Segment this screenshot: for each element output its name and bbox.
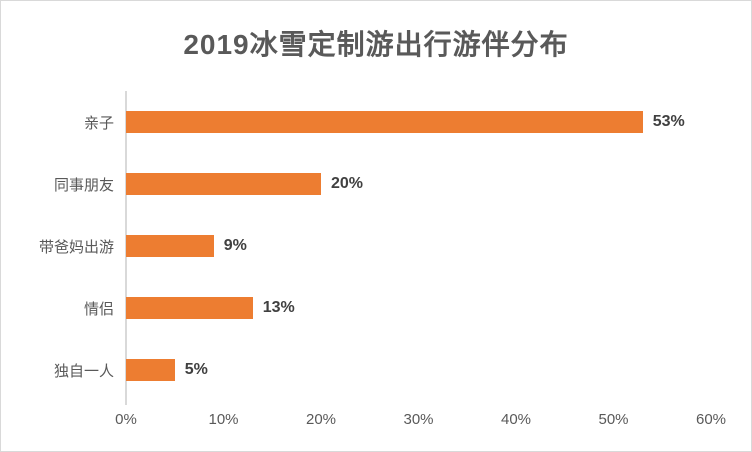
category-label: 带爸妈出游 xyxy=(38,238,114,256)
bar-track: 9% xyxy=(126,235,711,257)
category-label: 亲子 xyxy=(83,114,114,132)
x-axis-tick-label: 0% xyxy=(115,411,137,428)
value-label: 20% xyxy=(331,175,364,192)
value-label: 9% xyxy=(223,237,247,254)
bar xyxy=(126,111,643,133)
category-label: 同事朋友 xyxy=(53,176,114,194)
bar-row: 带爸妈出游 9% xyxy=(1,215,711,277)
bar-track: 13% xyxy=(126,297,711,319)
x-axis-tick-label: 20% xyxy=(305,411,337,428)
bar-track: 20% xyxy=(126,173,711,195)
value-label: 53% xyxy=(652,113,685,130)
x-axis-tick-label: 50% xyxy=(598,411,629,428)
bar-row: 同事朋友 20% xyxy=(1,153,711,215)
bar xyxy=(126,359,175,381)
category-label: 情侣 xyxy=(83,300,114,318)
x-axis-tick-label: 10% xyxy=(208,411,239,428)
plot-area: 亲子 53% 同事朋友 20% 带爸妈出游 9% 情侣 13% 独自一人 5% xyxy=(1,91,711,401)
x-axis-tick-label: 30% xyxy=(403,411,434,428)
bar-track: 5% xyxy=(126,359,711,381)
x-axis-tick-label: 40% xyxy=(500,411,532,428)
bar-row: 独自一人 5% xyxy=(1,339,711,401)
value-label: 13% xyxy=(262,299,295,316)
chart-title: 2019冰雪定制游出行游伴分布 xyxy=(183,29,569,60)
category-label: 独自一人 xyxy=(53,362,114,380)
bar xyxy=(126,235,214,257)
bar xyxy=(126,173,321,195)
bar-row: 亲子 53% xyxy=(1,91,711,153)
x-axis-tick-label: 60% xyxy=(695,411,727,428)
bar-track: 53% xyxy=(126,111,711,133)
x-axis: 0% 10% 20% 30% 40% 50% 60% xyxy=(115,411,726,431)
value-label: 5% xyxy=(184,361,208,378)
bar-row: 情侣 13% xyxy=(1,277,711,339)
bar xyxy=(126,297,253,319)
